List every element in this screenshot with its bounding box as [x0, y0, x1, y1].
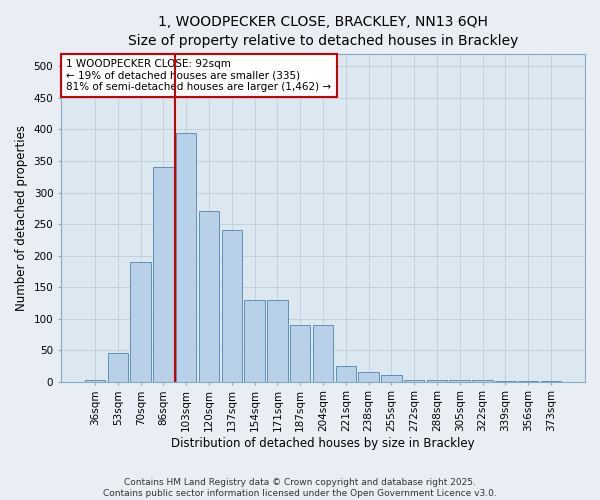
- Bar: [313, 325, 333, 382]
- Bar: [85, 380, 105, 382]
- X-axis label: Distribution of detached houses by size in Brackley: Distribution of detached houses by size …: [171, 437, 475, 450]
- Bar: [404, 380, 424, 382]
- Bar: [495, 381, 515, 382]
- Bar: [244, 300, 265, 382]
- Bar: [153, 168, 173, 382]
- Title: 1, WOODPECKER CLOSE, BRACKLEY, NN13 6QH
Size of property relative to detached ho: 1, WOODPECKER CLOSE, BRACKLEY, NN13 6QH …: [128, 15, 518, 48]
- Bar: [427, 380, 447, 382]
- Bar: [176, 132, 196, 382]
- Y-axis label: Number of detached properties: Number of detached properties: [15, 125, 28, 311]
- Text: Contains HM Land Registry data © Crown copyright and database right 2025.
Contai: Contains HM Land Registry data © Crown c…: [103, 478, 497, 498]
- Bar: [130, 262, 151, 382]
- Bar: [381, 376, 401, 382]
- Bar: [290, 325, 310, 382]
- Bar: [107, 354, 128, 382]
- Bar: [472, 380, 493, 382]
- Bar: [221, 230, 242, 382]
- Bar: [199, 212, 219, 382]
- Bar: [541, 381, 561, 382]
- Bar: [358, 372, 379, 382]
- Bar: [267, 300, 287, 382]
- Bar: [335, 366, 356, 382]
- Text: 1 WOODPECKER CLOSE: 92sqm
← 19% of detached houses are smaller (335)
81% of semi: 1 WOODPECKER CLOSE: 92sqm ← 19% of detac…: [66, 59, 331, 92]
- Bar: [449, 380, 470, 382]
- Bar: [518, 381, 538, 382]
